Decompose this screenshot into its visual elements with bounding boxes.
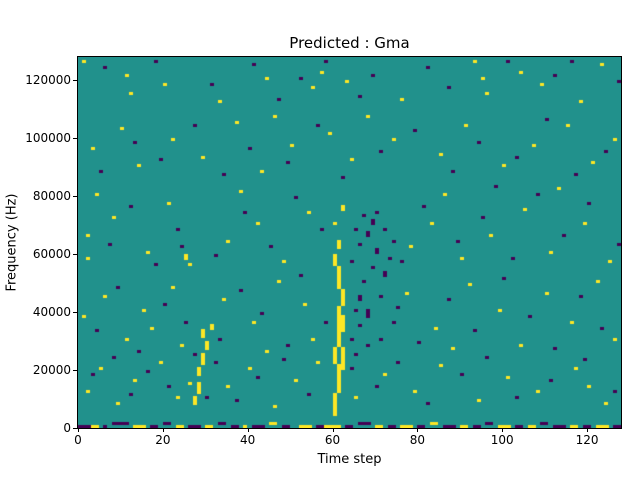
plot-area: [77, 56, 622, 429]
y-tick-label: 100000: [25, 131, 71, 146]
y-tick-mark: [73, 254, 77, 256]
y-tick-label: 120000: [25, 73, 71, 88]
x-tick-mark: [332, 428, 334, 432]
y-tick-mark: [73, 138, 77, 140]
x-tick-mark: [162, 428, 164, 432]
y-tick-label: 40000: [32, 305, 71, 320]
x-axis-label: Time step: [317, 452, 382, 467]
x-tick-mark: [587, 428, 589, 432]
y-tick-mark: [73, 80, 77, 82]
y-tick-mark: [73, 428, 77, 429]
x-tick-mark: [417, 428, 419, 432]
y-tick-mark: [73, 312, 77, 314]
x-tick-mark: [247, 428, 249, 432]
x-tick-label: 20: [155, 433, 171, 447]
x-tick-label: 120: [575, 433, 599, 447]
x-tick-mark: [502, 428, 504, 432]
x-tick-label: 100: [490, 433, 514, 447]
x-tick-label: 0: [74, 433, 82, 447]
heatmap-canvas: [78, 57, 621, 428]
y-tick-label: 80000: [32, 189, 71, 204]
x-tick-label: 40: [240, 433, 256, 447]
y-tick-mark: [73, 370, 77, 372]
y-tick-label: 20000: [32, 363, 71, 378]
y-axis-label: Frequency (Hz): [4, 193, 20, 292]
x-tick-label: 80: [409, 433, 426, 447]
y-tick-mark: [73, 196, 77, 198]
y-tick-label: 60000: [32, 247, 71, 262]
y-tick-label: 0: [63, 421, 71, 435]
x-tick-mark: [78, 428, 79, 432]
chart-title: Predicted : Gma: [289, 34, 410, 52]
x-tick-label: 60: [324, 433, 341, 447]
